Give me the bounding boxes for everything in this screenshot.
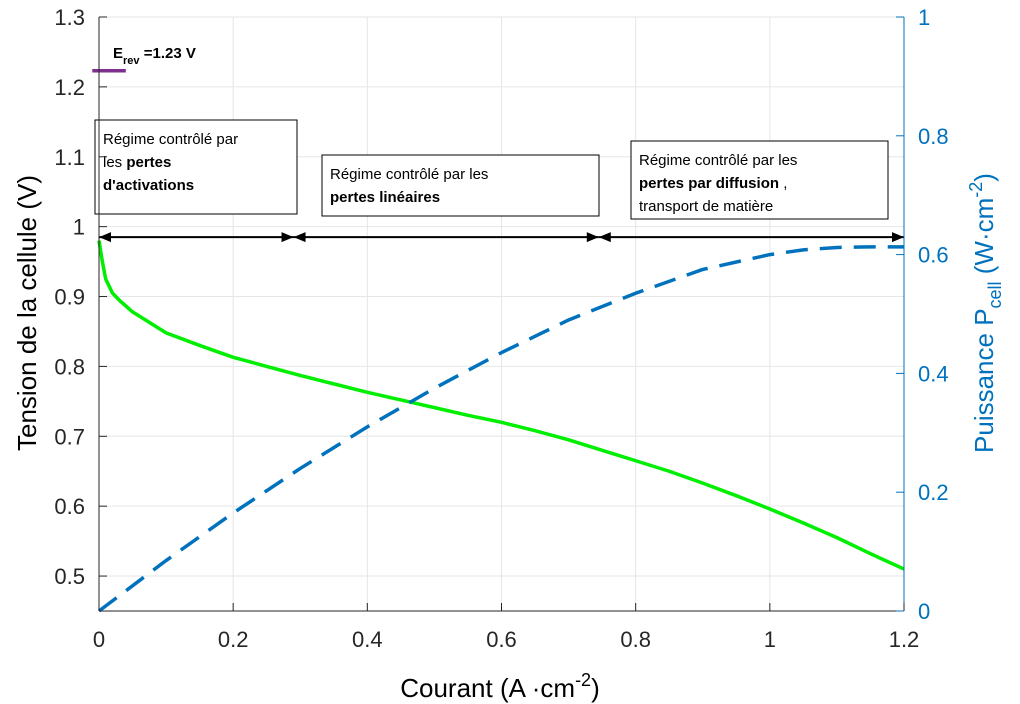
y-tick-label: 1 <box>73 215 85 240</box>
y2-tick-label: 0 <box>918 599 930 624</box>
annotation-text: Régime contrôlé par <box>103 131 238 148</box>
arrow-head-right <box>586 232 599 243</box>
annotation-text: pertes linéaires <box>330 189 440 206</box>
annotation-text: transport de matière <box>639 198 773 215</box>
arrow-head-right <box>281 232 294 243</box>
arrow-head-left <box>293 232 306 243</box>
annotation-text: les pertes <box>103 154 171 171</box>
erev-label: Erev =1.23 V <box>113 45 196 67</box>
x-tick-label: 1 <box>764 627 776 652</box>
annotation-text: Régime contrôlé par les <box>639 152 797 169</box>
y2-axis-label: Puissance Pcell (W·cm-2) <box>966 173 1005 453</box>
annotation-boxes: Régime contrôlé par les pertes d'activatio… <box>94 119 889 220</box>
y-tick-label: 0.9 <box>54 285 85 310</box>
y-tick-label: 1.2 <box>54 75 85 100</box>
diffusion-region-box <box>630 140 889 220</box>
axes: 0 0.2 0.4 0.6 0.8 1 1.2 0.5 0.6 0.7 0.8 0.9 1 1.1 1.2 1… <box>54 5 948 652</box>
y2-tick-label: 0.8 <box>918 124 949 149</box>
annotation-text: Régime contrôlé par les <box>330 166 488 183</box>
x-tick-label: 0.8 <box>620 627 651 652</box>
y-tick-label: 1.3 <box>54 5 85 30</box>
x-tick-label: 0.6 <box>486 627 517 652</box>
y-tick-label: 0.5 <box>54 564 85 589</box>
y-tick-label: 0.7 <box>54 424 85 449</box>
x-tick-label: 0.2 <box>218 627 249 652</box>
y-tick-label: 0.6 <box>54 494 85 519</box>
arrow-head-left <box>598 232 611 243</box>
voltage-curve <box>97 240 905 571</box>
annotation-text: pertes par diffusion , <box>639 175 787 192</box>
x-tick-label: 0 <box>93 627 105 652</box>
y-tick-label: 1.1 <box>54 145 85 170</box>
power-curve <box>97 245 904 613</box>
annotation-text: d'activations <box>103 177 194 194</box>
y2-tick-label: 0.6 <box>918 243 949 268</box>
x-tick-label: 0.4 <box>352 627 383 652</box>
y2-tick-label: 1 <box>918 5 930 30</box>
x-axis-label: Courant (A ·cm-2) <box>400 670 600 703</box>
y2-tick-label: 0.2 <box>918 480 949 505</box>
series-group: Erev =1.23 V <box>92 45 905 613</box>
linear-region-box <box>321 154 600 217</box>
arrow-head-right <box>892 232 904 243</box>
arrow-head-left <box>99 232 111 243</box>
x-tick-label: 1.2 <box>889 627 920 652</box>
y-axis-label: Tension de la cellule (V) <box>12 175 42 451</box>
activation-region-box <box>94 119 298 215</box>
y-tick-label: 0.8 <box>54 354 85 379</box>
y2-tick-label: 0.4 <box>918 361 949 386</box>
